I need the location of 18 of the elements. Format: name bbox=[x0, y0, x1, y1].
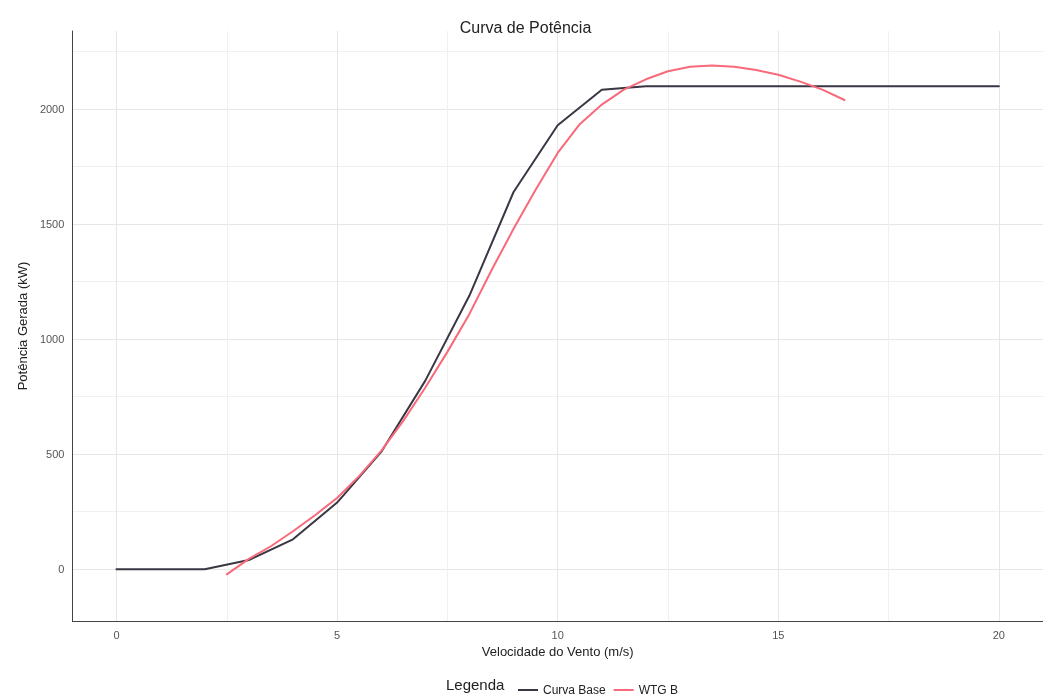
y-tick-label: 0 bbox=[58, 563, 65, 576]
line-series bbox=[115, 85, 1000, 571]
y-tick-label: 1500 bbox=[39, 218, 65, 231]
chart-title: Curva de Potência bbox=[459, 18, 592, 36]
x-tick-label: 20 bbox=[992, 628, 1006, 641]
legend-label: WTG B bbox=[638, 683, 679, 697]
x-axis-title: Velocidade do Vento (m/s) bbox=[481, 643, 634, 659]
y-tick-label: 500 bbox=[46, 448, 65, 461]
legend-label: Curva Base bbox=[543, 683, 607, 697]
y-tick-label: 2000 bbox=[39, 103, 65, 116]
x-tick-label: 15 bbox=[772, 628, 785, 641]
x-tick-label: 10 bbox=[551, 628, 564, 641]
y-tick-label: 1000 bbox=[39, 333, 65, 346]
line-series bbox=[225, 64, 846, 576]
y-axis-title: Potência Gerada (kW) bbox=[15, 261, 30, 391]
legend-title: Legenda bbox=[446, 676, 506, 693]
x-tick-label: 0 bbox=[113, 628, 120, 641]
x-tick-label: 5 bbox=[334, 628, 341, 641]
